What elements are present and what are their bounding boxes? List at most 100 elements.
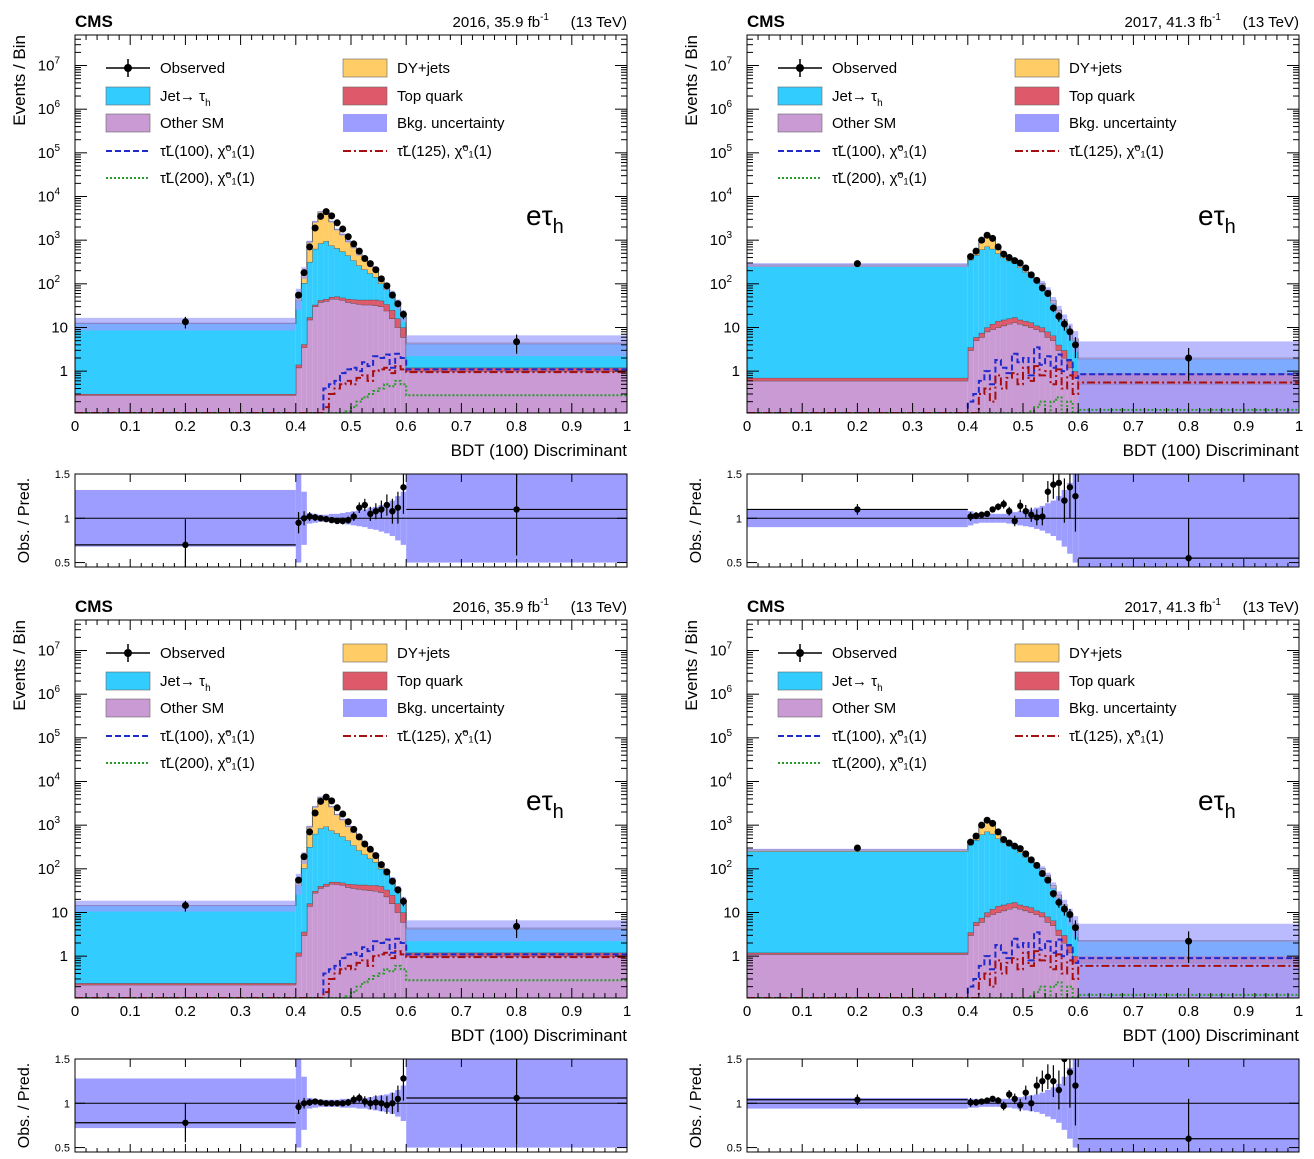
other-sm-bar xyxy=(1039,916,1046,998)
jet-fake-tau-bar xyxy=(1028,277,1035,323)
uncertainty-band xyxy=(317,211,324,213)
observed-point xyxy=(344,233,352,241)
signal-stau125-line xyxy=(75,365,627,413)
ratio-point xyxy=(339,517,346,525)
observed-point xyxy=(344,818,352,826)
y-tick-label: 103 xyxy=(38,815,61,834)
jet-fake-tau-bar xyxy=(339,251,346,298)
top-quark-bar xyxy=(967,932,974,936)
ratio-y-axis-title: Obs. / Pred. xyxy=(16,478,33,563)
ratio-point xyxy=(339,1100,346,1107)
other-sm-bar xyxy=(334,298,340,413)
top-quark-bar xyxy=(395,903,401,913)
top-quark-bar xyxy=(747,377,968,381)
legend-sig100-label: τ̃L(100), χ̃⁰₁(1) xyxy=(832,143,927,160)
channel-label: eτh xyxy=(526,200,564,238)
jet-fake-tau-bar xyxy=(989,833,996,910)
observed-point xyxy=(295,876,303,884)
jet-fake-tau-bar xyxy=(389,881,396,896)
ratio-point xyxy=(1000,1102,1007,1110)
top-quark-bar xyxy=(1045,331,1051,338)
observed-point xyxy=(1011,842,1019,850)
ratio-point xyxy=(1000,500,1007,508)
other-sm-bar xyxy=(1050,925,1057,998)
other-sm-bar xyxy=(973,925,979,998)
observed-point xyxy=(366,260,374,268)
lumi-label: 2016, 35.9 fb-1 xyxy=(453,597,550,616)
jet-fake-tau-bar xyxy=(1000,257,1007,320)
legend-jet-label: Jet→ τh xyxy=(160,673,211,694)
other-sm-bar xyxy=(1056,350,1062,413)
ratio-point xyxy=(345,1099,352,1106)
observed-point xyxy=(513,922,521,930)
jet-fake-tau-bar xyxy=(747,851,968,953)
ratio-point xyxy=(182,541,189,549)
dy-jets-bar xyxy=(978,242,985,250)
observed-point xyxy=(967,253,975,261)
jet-fake-tau-bar xyxy=(334,833,340,882)
other-sm-bar xyxy=(1034,329,1040,413)
observed-point xyxy=(372,852,380,860)
other-sm-bar xyxy=(973,340,979,413)
x-tick-label: 0.4 xyxy=(957,1003,978,1020)
observed-point xyxy=(339,810,347,818)
main-plot-area xyxy=(747,816,1299,998)
signal-stau100-line xyxy=(75,937,627,998)
uncertainty-band xyxy=(328,220,335,223)
top-quark-bar xyxy=(1056,929,1062,936)
observed-point xyxy=(1005,839,1013,847)
x-tick-label: 0.8 xyxy=(1178,418,1199,435)
ratio-point xyxy=(400,484,407,491)
legend-other-label: Other SM xyxy=(160,115,224,132)
jet-fake-tau-bar xyxy=(362,269,368,300)
other-sm-bar xyxy=(1067,367,1073,413)
other-sm-bar xyxy=(1011,907,1018,998)
top-quark-bar xyxy=(306,317,313,320)
legend-top-label: Top quark xyxy=(1069,88,1135,105)
top-quark-bar xyxy=(1017,904,1023,910)
legend-top-swatch xyxy=(1014,86,1060,106)
ratio-point xyxy=(383,1101,391,1109)
dy-jets-bar xyxy=(989,239,996,249)
legend-unc-label: Bkg. uncertainty xyxy=(397,700,505,717)
observed-point xyxy=(1000,835,1008,843)
dy-jets-bar xyxy=(356,253,363,266)
jet-fake-tau-bar xyxy=(384,874,390,890)
jet-fake-tau-bar xyxy=(1017,852,1023,905)
signal-stau100-line xyxy=(747,931,1299,998)
other-sm-bar xyxy=(395,327,401,413)
x-tick-label: 0.3 xyxy=(230,1003,251,1020)
other-sm-bar xyxy=(1050,340,1057,413)
x-tick-label: 0.2 xyxy=(847,418,868,435)
ratio-y-tick-label: 0.5 xyxy=(727,1143,742,1155)
observed-point xyxy=(1016,845,1024,853)
ratio-point xyxy=(322,515,330,523)
other-sm-bar xyxy=(301,935,307,998)
legend-observed-marker xyxy=(124,649,132,657)
x-tick-label: 0.9 xyxy=(561,418,582,435)
jet-fake-tau-bar xyxy=(323,826,329,884)
observed-point xyxy=(1027,271,1035,279)
x-tick-label: 0.8 xyxy=(506,418,527,435)
dy-jets-bar xyxy=(373,269,379,278)
observed-point xyxy=(978,821,986,829)
y-tick-label: 10 xyxy=(723,904,740,921)
x-tick-label: 1 xyxy=(623,418,631,435)
other-sm-bar xyxy=(339,885,346,998)
jet-fake-tau-bar xyxy=(1056,312,1062,345)
top-quark-bar xyxy=(973,337,979,341)
ratio-point xyxy=(322,1100,330,1107)
observed-point xyxy=(388,291,396,299)
ratio-point xyxy=(367,510,374,518)
jet-fake-tau-bar xyxy=(995,838,1001,907)
other-sm-bar xyxy=(1072,962,1079,998)
uncertainty-band xyxy=(1056,305,1062,316)
jet-fake-tau-bar xyxy=(373,862,379,886)
jet-fake-tau-bar xyxy=(973,255,979,338)
legend-top-label: Top quark xyxy=(397,88,463,105)
jet-fake-tau-bar xyxy=(1039,285,1046,328)
observed-point xyxy=(989,234,997,242)
top-quark-bar xyxy=(747,952,968,955)
observed-point xyxy=(1044,290,1052,298)
ratio-point xyxy=(972,1099,980,1106)
